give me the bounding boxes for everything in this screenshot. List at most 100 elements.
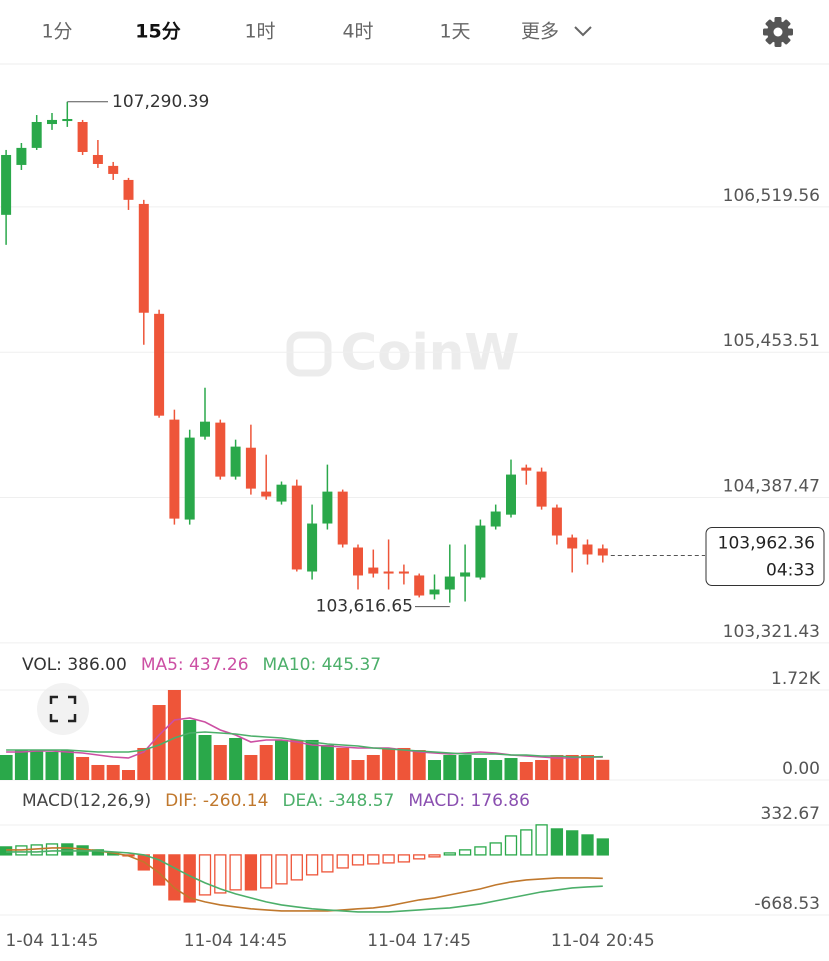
candle-body — [1, 154, 12, 215]
settings-icon[interactable] — [763, 17, 793, 47]
macd-bar — [443, 852, 456, 856]
candle-body — [138, 203, 149, 313]
candle-body — [31, 121, 42, 148]
timeframe-tab[interactable]: 1天 — [439, 21, 470, 43]
more-chevron[interactable] — [574, 26, 592, 37]
candle-body — [597, 548, 608, 556]
volume-bar — [458, 754, 472, 780]
candle-body — [77, 121, 88, 152]
legend-entry: VOL: 386.00 — [22, 655, 127, 675]
macd-bar — [382, 854, 395, 864]
macd-bar — [275, 854, 288, 885]
volume-bar — [60, 750, 74, 780]
candle-body — [429, 589, 440, 595]
volume-bar — [336, 747, 350, 780]
y-tick-label: 332.67 — [761, 804, 820, 824]
volume-bar — [290, 739, 304, 780]
indicator-line — [6, 731, 603, 758]
candle-body — [444, 576, 455, 590]
fullscreen-button[interactable] — [37, 683, 89, 735]
macd-bar — [428, 854, 441, 858]
x-tick-label: 11-04 20:45 — [551, 931, 655, 951]
y-tick-label: 105,453.51 — [723, 331, 820, 351]
volume-bar — [30, 750, 44, 780]
macd-bar — [550, 828, 564, 856]
macd-bar — [535, 824, 548, 856]
timeframe-tab[interactable]: 1分 — [41, 21, 72, 43]
watermark-logo — [286, 331, 332, 377]
volume-bar — [596, 759, 610, 780]
macd-bar — [305, 854, 319, 876]
timeframe-tab[interactable]: 4时 — [342, 21, 373, 43]
candle-body — [475, 525, 486, 578]
last-price-label: 103,962.36 — [718, 534, 815, 554]
volume-bar — [489, 760, 503, 780]
macd-bar — [458, 849, 472, 856]
volume-bar — [473, 758, 487, 780]
candle-body — [276, 484, 287, 502]
macd-bar — [367, 854, 380, 865]
legend-entry: MA5: 437.26 — [141, 655, 249, 675]
timeframe-tab[interactable]: 15分 — [135, 21, 180, 43]
last-price-box — [705, 527, 825, 587]
volume-bar — [382, 747, 396, 780]
timeframe-tab[interactable]: 1时 — [244, 21, 275, 43]
candle-body — [291, 485, 302, 570]
candle-body — [368, 567, 379, 574]
volume-bar — [244, 754, 258, 780]
macd-bar — [229, 854, 242, 891]
macd-bar — [504, 835, 518, 856]
macd-bar — [260, 854, 273, 889]
volume-bar — [320, 744, 334, 780]
candle-body — [353, 547, 363, 576]
volume-bar — [229, 737, 243, 780]
macd-bar — [244, 854, 258, 891]
candle-body — [536, 471, 547, 507]
y-tick-label: 0.00 — [782, 759, 820, 779]
volume-bar — [122, 770, 135, 780]
macd-bar — [520, 829, 533, 856]
candle-body — [62, 118, 73, 122]
volume-bar — [152, 705, 166, 780]
macd-bar — [214, 854, 227, 894]
volume-bar — [275, 739, 288, 780]
candle-body — [245, 447, 256, 489]
candle-body — [551, 507, 562, 536]
volume-bar — [443, 754, 457, 780]
y-tick-label: 1.72K — [771, 669, 821, 689]
candle-body — [230, 446, 241, 477]
candle-body — [414, 575, 425, 596]
candle-body — [398, 571, 409, 574]
candle-body — [92, 154, 103, 164]
candle-body — [521, 467, 532, 471]
candle-body — [337, 491, 348, 545]
macd-bar — [489, 842, 502, 856]
volume-bar — [535, 760, 549, 780]
volume-bar — [504, 758, 518, 780]
volume-bar — [366, 754, 380, 780]
candle-body — [490, 511, 501, 527]
y-tick-label: 106,519.56 — [723, 186, 820, 206]
candle-body — [261, 491, 272, 497]
indicator-title: MACD(12,26,9) — [22, 791, 151, 811]
candle-body — [47, 119, 57, 125]
candle-body — [169, 419, 180, 519]
volume-bar — [183, 719, 197, 780]
candle-body — [582, 544, 593, 555]
volume-bar — [351, 760, 365, 780]
candle-body — [322, 491, 333, 524]
candle-body — [215, 422, 226, 477]
volume-bar — [106, 764, 120, 780]
x-tick-label: 11-04 14:45 — [184, 931, 288, 951]
timeframe-tab[interactable]: 更多 — [521, 21, 559, 43]
volume-bar — [14, 750, 28, 780]
x-tick-label: 11-04 17:45 — [367, 931, 471, 951]
volume-bar — [91, 764, 105, 780]
macd-bar — [413, 854, 426, 860]
volume-bar — [397, 747, 411, 780]
volume-bar — [305, 739, 319, 780]
macd-bar — [581, 834, 594, 856]
legend-entry: MACD: 176.86 — [408, 791, 530, 811]
macd-bar — [566, 830, 579, 856]
